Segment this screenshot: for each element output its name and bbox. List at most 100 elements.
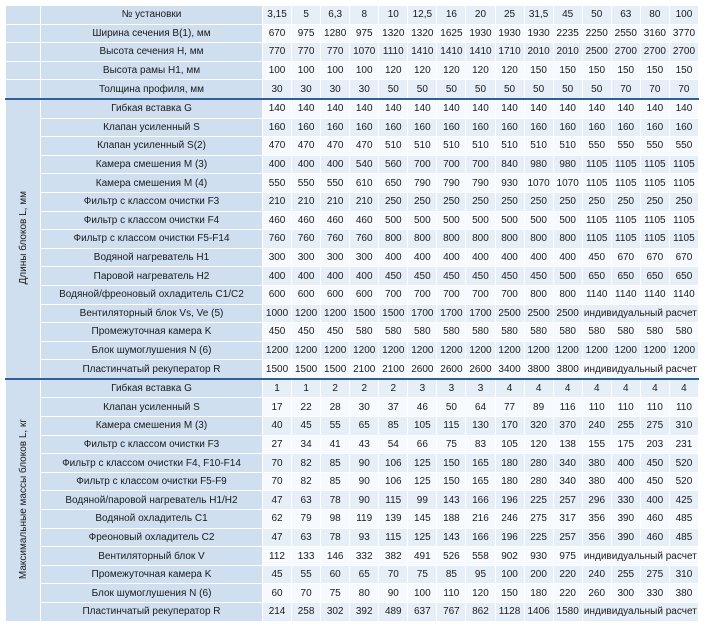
cell-value: 580	[523, 322, 554, 342]
cell-value: 1200	[407, 340, 438, 361]
cell-value: 280	[523, 453, 554, 473]
cell-value: 160	[320, 117, 351, 138]
cell-value: 99	[407, 490, 438, 511]
table-row: Фильтр с классом очистки F3 27 34 41 43 54 66 7…	[6, 434, 700, 455]
cell-value: 1105	[668, 229, 700, 249]
cell-value: 600	[291, 284, 322, 305]
cell-value: 2600	[465, 359, 496, 380]
cell-value: 1105	[668, 210, 700, 231]
blank-cell	[5, 42, 41, 62]
cell-value: 489	[378, 602, 409, 622]
cell-value: 50	[494, 79, 525, 100]
cell-value: 275	[639, 416, 670, 436]
cell-value: 160	[552, 117, 583, 138]
cell-value: 930	[494, 173, 525, 193]
table-row: Фильтр с классом очистки F4 460 460 460 460 5…	[6, 210, 700, 231]
cell-value: 210	[349, 191, 380, 212]
cell-value: 470	[291, 136, 322, 156]
row-label: Пластинчатый рекуператор R	[40, 359, 263, 380]
cell-value: 120	[465, 583, 496, 603]
cell-value: 296	[581, 490, 612, 511]
cell-value: 140	[349, 97, 380, 119]
cell-value: 510	[407, 136, 438, 156]
cell-value: 1500	[261, 359, 293, 380]
cell-value: 302	[320, 602, 351, 622]
row-label: Клапан усиленный S(2)	[40, 136, 263, 156]
cell-value: 275	[639, 564, 670, 585]
cell-value: 670	[610, 247, 641, 268]
cell-value: 340	[552, 453, 583, 473]
cell-value: 31,5	[523, 5, 554, 25]
cell-value: 1710	[494, 42, 525, 62]
cell-value: 1200	[320, 340, 351, 361]
cell-value: 1105	[581, 210, 612, 231]
cell-value: 550	[668, 136, 700, 156]
cell-value: 3800	[552, 359, 583, 380]
cell-value: 138	[552, 434, 583, 455]
cell-value: 105	[494, 434, 525, 455]
cell-value: 300	[610, 583, 641, 603]
cell-value: 250	[581, 191, 612, 212]
cell-value: 257	[552, 490, 583, 511]
cell-value: 90	[349, 471, 380, 492]
cell-value: 155	[581, 434, 612, 455]
table-row: Пластинчатый рекуператор R 214 258 302 392 48…	[6, 602, 700, 622]
cell-value: 790	[436, 173, 467, 193]
table-row: Водяной/фреоновый охладитель C1/C2 600 600…	[6, 284, 700, 305]
cell-value: 100	[668, 5, 700, 25]
cell-value: 1200	[349, 340, 380, 361]
row-label: Клапан усиленный S	[40, 117, 263, 138]
cell-value: 670	[261, 23, 293, 44]
cell-value: 8	[349, 5, 380, 25]
cell-value: 2700	[610, 42, 641, 62]
cell-value: 160	[291, 117, 322, 138]
cell-value: 78	[320, 490, 351, 511]
cell-value: 203	[639, 434, 670, 455]
cell-value: 637	[407, 602, 438, 622]
cell-value: 50	[378, 79, 409, 100]
cell-value: 1410	[436, 42, 467, 62]
cell-value: 28	[320, 397, 351, 418]
note-cell: индивидуальный расчет	[581, 602, 700, 622]
cell-value: 510	[436, 136, 467, 156]
table-row: Клапан усиленный S 160 160 160 160 160 160 160 1…	[6, 117, 700, 138]
cell-value: 300	[291, 247, 322, 268]
cell-value: 1200	[320, 303, 351, 324]
cell-value: 400	[523, 247, 554, 268]
cell-value: 1200	[291, 340, 322, 361]
table-row: Высота рамы H1, мм 100 100 100 100 120 120 120 1…	[5, 60, 700, 81]
cell-value: 47	[261, 527, 293, 548]
note-cell: индивидуальный расчет	[581, 359, 700, 380]
cell-value: 540	[349, 154, 380, 175]
cell-value: 700	[494, 284, 525, 305]
cell-value: 500	[378, 210, 409, 231]
table-row: Камера смешения M (3) 40 45 55 65 85 105 115 130…	[6, 416, 700, 436]
cell-value: 180	[494, 471, 525, 492]
cell-value: 100	[320, 60, 351, 81]
cell-value: 120	[523, 434, 554, 455]
cell-value: 220	[552, 583, 583, 603]
table-row: № установки 3,15 5 6,3 8 10 12,5 16 20 25 31,5 45 50…	[5, 5, 700, 25]
row-label: Фильтр с классом очистки F3	[40, 191, 263, 212]
cell-value: 1070	[523, 173, 554, 193]
cell-value: 120	[378, 60, 409, 81]
cell-value: 45	[552, 5, 583, 25]
cell-value: 150	[494, 583, 525, 603]
cell-value: 85	[378, 416, 409, 436]
table-row: Камера смешения M (3) 400 400 400 540 560 700 7…	[6, 154, 700, 175]
cell-value: 1140	[668, 284, 700, 305]
cell-value: 400	[436, 247, 467, 268]
cell-value: 1105	[581, 173, 612, 193]
cell-value: 800	[378, 229, 409, 249]
row-label: Фильтр с классом очистки F4	[40, 210, 263, 231]
cell-value: 115	[436, 416, 467, 436]
cell-value: 400	[291, 154, 322, 175]
cell-value: 450	[581, 247, 612, 268]
cell-value: 80	[639, 5, 670, 25]
row-label: Фильтр с классом очистки F5-F14	[40, 229, 263, 249]
cell-value: 98	[320, 509, 351, 529]
cell-value: 22	[291, 397, 322, 418]
cell-value: 110	[436, 583, 467, 603]
blank-cell	[5, 5, 41, 25]
cell-value: 210	[291, 191, 322, 212]
